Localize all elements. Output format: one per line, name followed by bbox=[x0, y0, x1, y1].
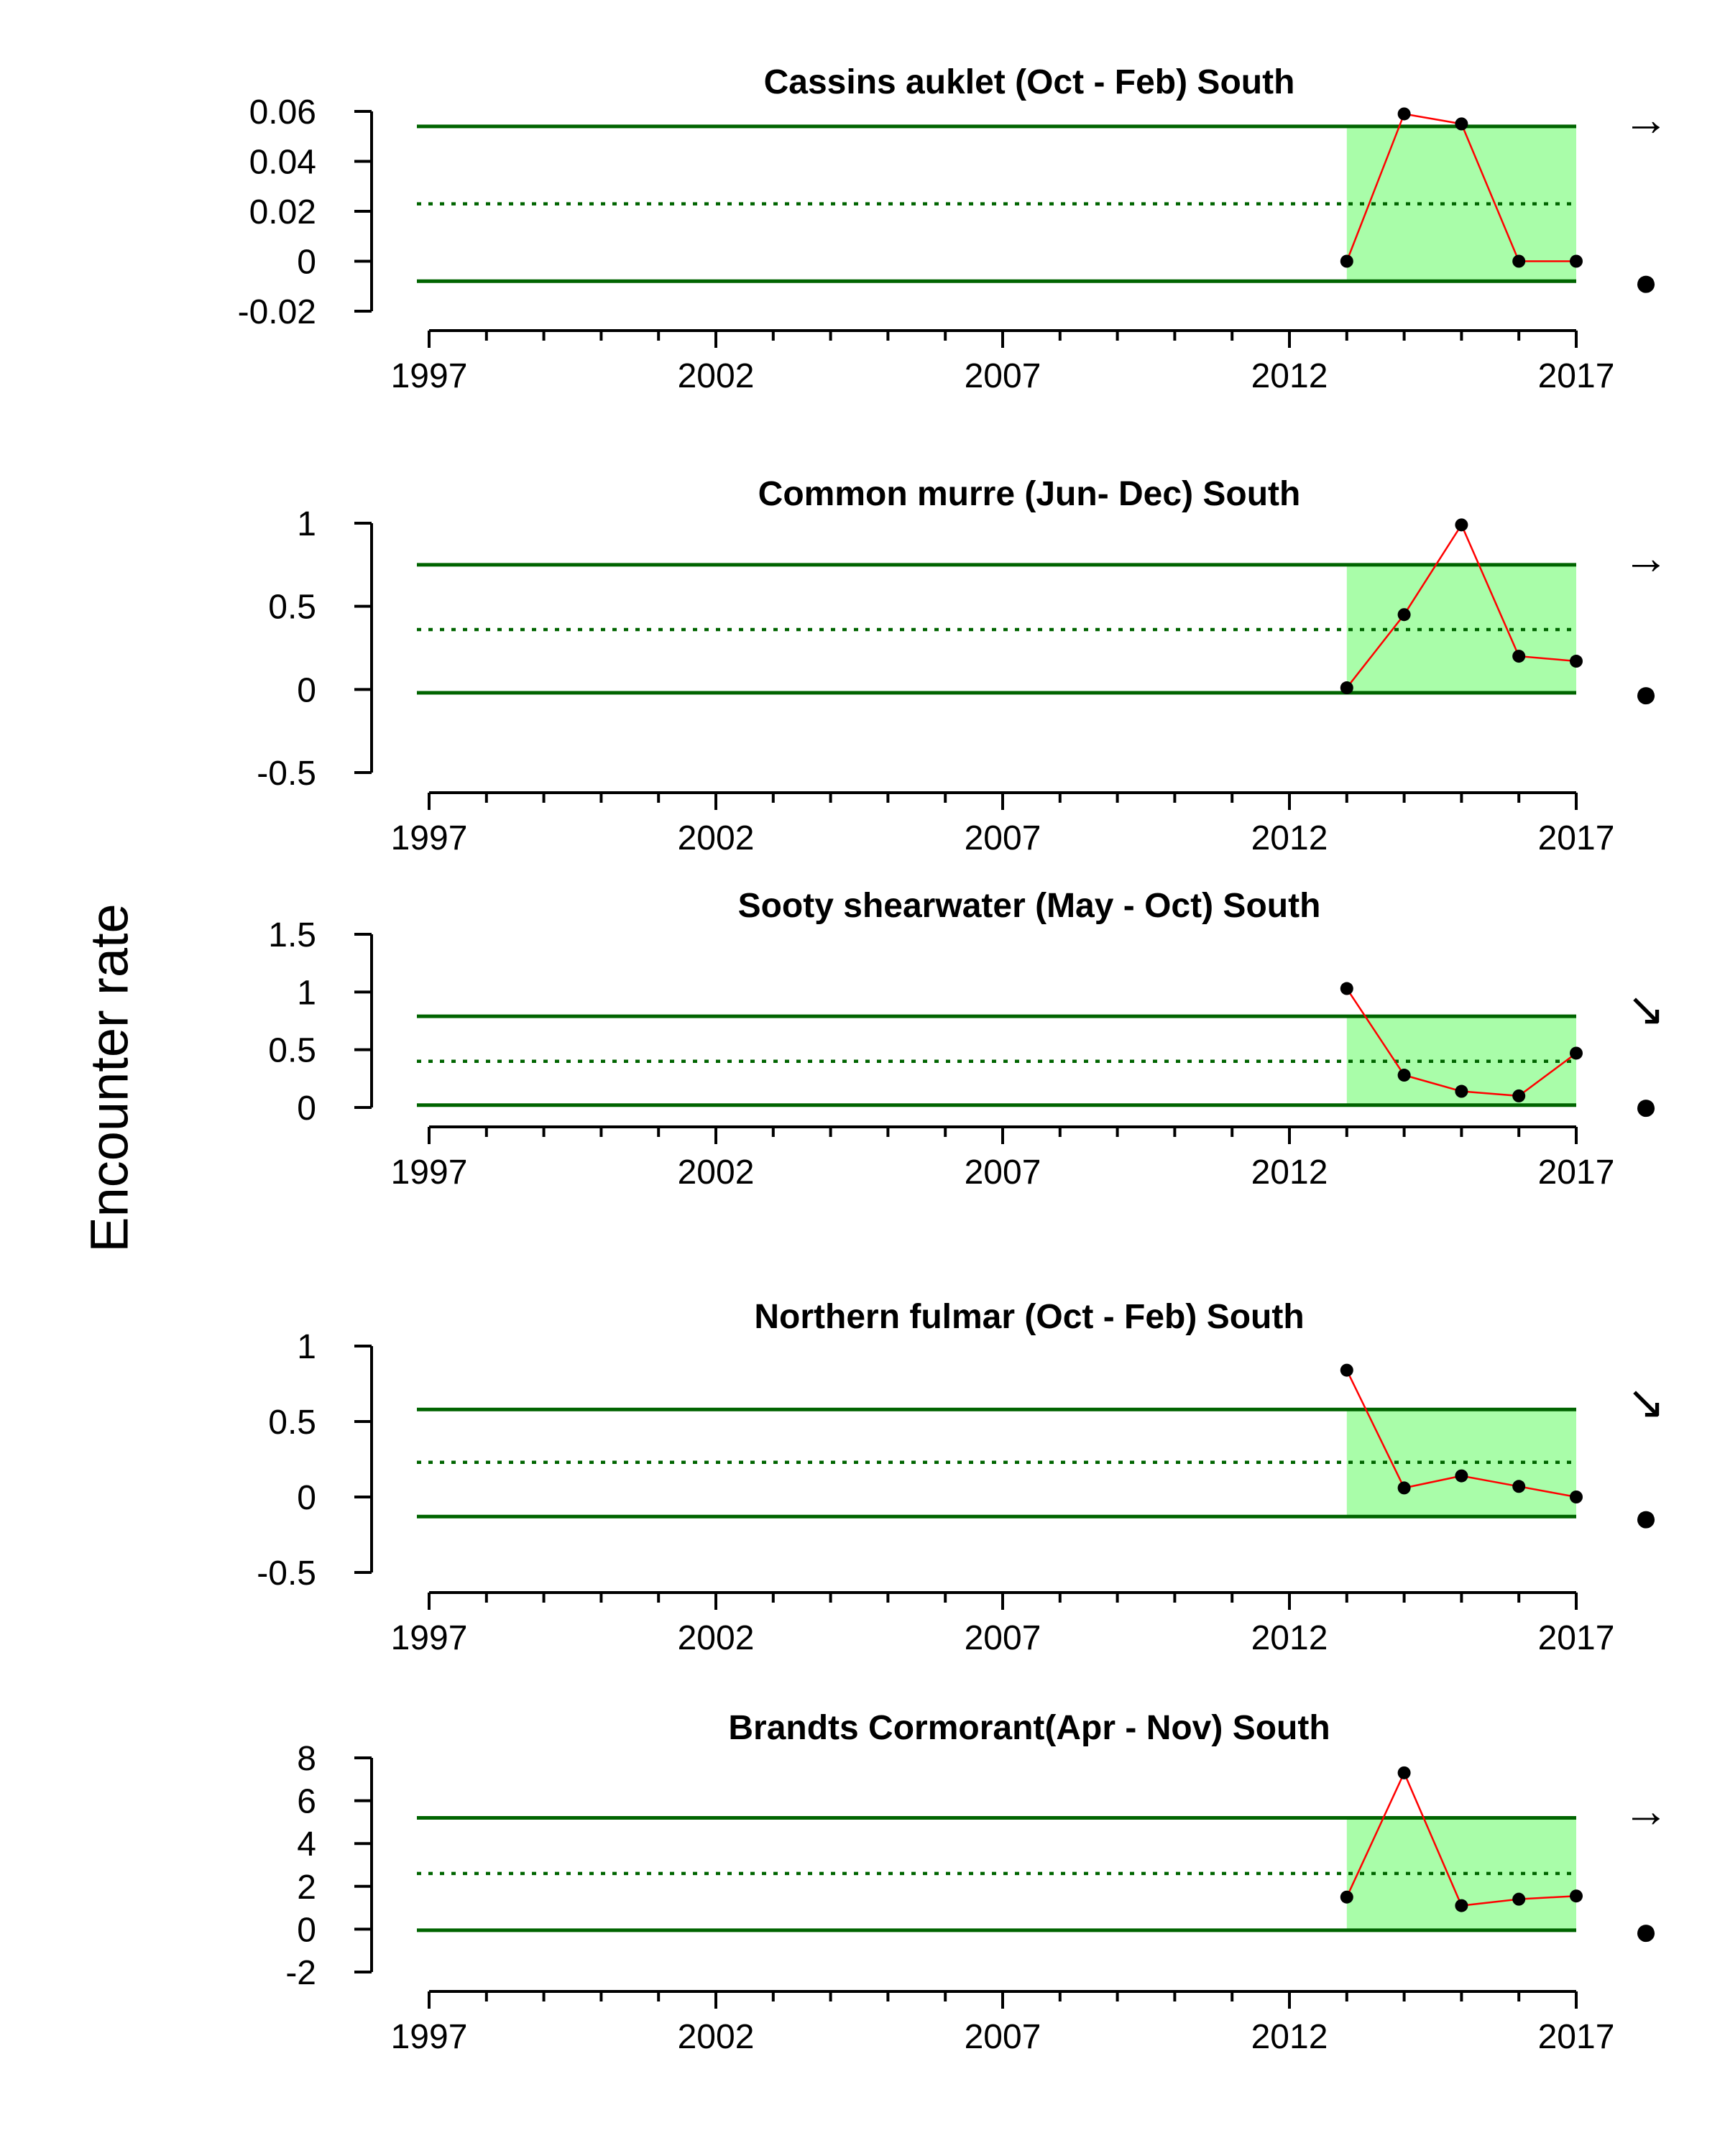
y-tick-label: 1 bbox=[297, 505, 316, 543]
x-tick-label: 2017 bbox=[1538, 819, 1615, 857]
panel-title: Sooty shearwater (May - Oct) South bbox=[738, 887, 1321, 925]
panel-title: Northern fulmar (Oct - Feb) South bbox=[754, 1298, 1304, 1336]
y-tick-label: -0.02 bbox=[238, 293, 316, 331]
x-tick-label: 2007 bbox=[965, 1153, 1041, 1192]
y-tick-label: 4 bbox=[297, 1825, 316, 1864]
y-tick-label: -2 bbox=[285, 1954, 316, 1992]
x-tick-label: 2012 bbox=[1251, 1153, 1328, 1192]
y-tick-label: 0.06 bbox=[249, 93, 316, 132]
data-point bbox=[1397, 1069, 1411, 1082]
data-point bbox=[1512, 650, 1526, 663]
panel-2: Common murre (Jun- Dec) South -0.5 0 0.5 1 19… bbox=[257, 475, 1669, 857]
x-tick-label: 2002 bbox=[678, 357, 755, 395]
y-tick-label: 1.5 bbox=[268, 916, 316, 954]
panel-title: Brandts Cormorant(Apr - Nov) South bbox=[728, 1709, 1330, 1747]
data-point bbox=[1340, 982, 1353, 995]
trend-arrow-icon: → bbox=[1623, 93, 1669, 145]
x-tick-label: 2012 bbox=[1251, 2018, 1328, 2056]
y-tick-label: 1 bbox=[297, 1328, 316, 1366]
y-tick-label: 0.02 bbox=[249, 193, 316, 231]
y-tick-label: -0.5 bbox=[257, 1554, 316, 1593]
recent-period-shading bbox=[1346, 1818, 1576, 1930]
y-tick-label: 0 bbox=[297, 1089, 316, 1128]
x-tick-label: 2012 bbox=[1251, 357, 1328, 395]
trend-arrow-icon: ↘ bbox=[1627, 983, 1665, 1035]
x-tick-label: 2002 bbox=[678, 819, 755, 857]
x-tick-label: 2002 bbox=[678, 2018, 755, 2056]
x-tick-label: 1997 bbox=[391, 819, 468, 857]
data-point bbox=[1512, 1892, 1526, 1906]
x-tick-label: 2007 bbox=[965, 357, 1041, 395]
status-dot-icon: ● bbox=[1634, 671, 1658, 716]
recent-period-shading bbox=[1346, 564, 1576, 693]
status-dot-icon: ● bbox=[1634, 1494, 1658, 1539]
data-point bbox=[1512, 1480, 1526, 1493]
panel-title: Common murre (Jun- Dec) South bbox=[758, 475, 1301, 513]
recent-period-shading bbox=[1346, 1409, 1576, 1517]
y-tick-label: 0.5 bbox=[268, 589, 316, 627]
data-point bbox=[1570, 1889, 1583, 1903]
x-tick-label: 2017 bbox=[1538, 357, 1615, 395]
data-point bbox=[1455, 518, 1468, 532]
data-point bbox=[1455, 1469, 1468, 1483]
data-point bbox=[1340, 1890, 1353, 1904]
x-tick-label: 2007 bbox=[965, 1619, 1041, 1657]
y-tick-label: 2 bbox=[297, 1869, 316, 1907]
y-tick-label: 8 bbox=[297, 1740, 316, 1778]
y-tick-label: 0.5 bbox=[268, 1032, 316, 1070]
panel-5: Brandts Cormorant(Apr - Nov) South -2 0 2 4 6… bbox=[285, 1709, 1669, 2056]
trend-arrow-icon: → bbox=[1623, 1784, 1669, 1836]
trend-arrow-icon: → bbox=[1623, 532, 1669, 584]
y-tick-label: 0 bbox=[297, 671, 316, 709]
data-point bbox=[1512, 254, 1526, 268]
data-point bbox=[1570, 655, 1583, 668]
recent-period-shading bbox=[1346, 126, 1576, 282]
y-tick-label: 0.04 bbox=[249, 144, 316, 182]
x-tick-label: 2017 bbox=[1538, 1619, 1615, 1657]
y-tick-label: -0.5 bbox=[257, 755, 316, 793]
x-tick-label: 2012 bbox=[1251, 1619, 1328, 1657]
y-tick-label: 0 bbox=[297, 1479, 316, 1517]
data-point bbox=[1397, 608, 1411, 622]
data-point bbox=[1455, 117, 1468, 131]
x-tick-label: 2007 bbox=[965, 819, 1041, 857]
status-dot-icon: ● bbox=[1634, 1908, 1658, 1953]
y-tick-label: 0 bbox=[297, 1911, 316, 1949]
x-tick-label: 2007 bbox=[965, 2018, 1041, 2056]
x-tick-label: 1997 bbox=[391, 357, 468, 395]
data-point bbox=[1570, 254, 1583, 268]
panel-1: Cassins auklet (Oct - Feb) South -0.02 0 0.… bbox=[238, 63, 1669, 395]
data-point bbox=[1340, 1363, 1353, 1377]
x-tick-label: 1997 bbox=[391, 1153, 468, 1192]
data-point bbox=[1570, 1491, 1583, 1503]
y-tick-label: 0.5 bbox=[268, 1404, 316, 1442]
data-point bbox=[1340, 681, 1353, 695]
y-tick-label: 6 bbox=[297, 1783, 316, 1821]
y-tick-label: 0 bbox=[297, 244, 316, 282]
data-point bbox=[1340, 254, 1353, 268]
panel-3: Sooty shearwater (May - Oct) South 0 0.5 1 1… bbox=[268, 887, 1665, 1192]
data-point bbox=[1455, 1084, 1468, 1098]
status-dot-icon: ● bbox=[1634, 1083, 1658, 1128]
x-tick-label: 2012 bbox=[1251, 819, 1328, 857]
panel-4: Northern fulmar (Oct - Feb) South -0.5 0 0.… bbox=[257, 1298, 1665, 1657]
x-tick-label: 2002 bbox=[678, 1153, 755, 1192]
panel-title: Cassins auklet (Oct - Feb) South bbox=[764, 63, 1295, 101]
data-point bbox=[1397, 1766, 1411, 1779]
status-dot-icon: ● bbox=[1634, 259, 1658, 304]
y-tick-label: 1 bbox=[297, 974, 316, 1012]
x-tick-label: 2002 bbox=[678, 1619, 755, 1657]
trend-arrow-icon: ↘ bbox=[1627, 1376, 1665, 1428]
x-tick-label: 2017 bbox=[1538, 2018, 1615, 2056]
data-point bbox=[1455, 1899, 1468, 1912]
data-point bbox=[1570, 1046, 1583, 1060]
data-point bbox=[1397, 1481, 1411, 1495]
data-point bbox=[1512, 1089, 1526, 1102]
x-tick-label: 2017 bbox=[1538, 1153, 1615, 1192]
x-tick-label: 1997 bbox=[391, 2018, 468, 2056]
x-tick-label: 1997 bbox=[391, 1619, 468, 1657]
data-point bbox=[1397, 107, 1411, 121]
